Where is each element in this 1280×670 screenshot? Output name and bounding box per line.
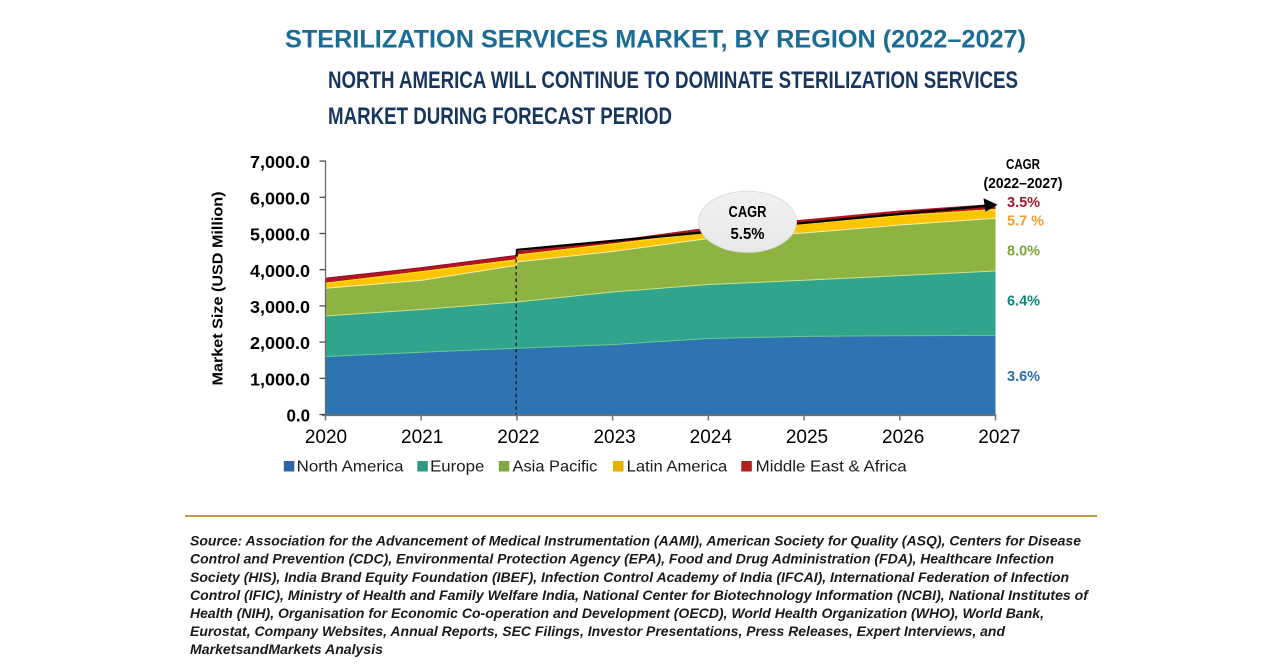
svg-text:7,000.0: 7,000.0 bbox=[250, 152, 310, 172]
svg-text:Control (IFIC), Ministry of He: Control (IFIC), Ministry of Health and F… bbox=[190, 588, 1090, 603]
svg-text:Asia Pacific: Asia Pacific bbox=[513, 459, 598, 476]
svg-text:CAGR: CAGR bbox=[1006, 157, 1040, 173]
svg-text:NORTH AMERICA WILL CONTINUE TO: NORTH AMERICA WILL CONTINUE TO DOMINATE … bbox=[328, 67, 1018, 94]
svg-text:Health (NIH), Organisation for: Health (NIH), Organisation for Economic … bbox=[190, 606, 1044, 621]
svg-text:6,000.0: 6,000.0 bbox=[250, 188, 310, 208]
svg-text:3.6%: 3.6% bbox=[1007, 369, 1040, 385]
svg-text:(2022–2027): (2022–2027) bbox=[984, 176, 1063, 192]
svg-text:Market Size (USD Million): Market Size (USD Million) bbox=[211, 191, 227, 385]
svg-text:Latin America: Latin America bbox=[627, 459, 728, 476]
svg-text:3.5%: 3.5% bbox=[1007, 195, 1040, 211]
svg-text:Eurostat, Company Websites, An: Eurostat, Company Websites, Annual Repor… bbox=[190, 624, 1006, 639]
svg-text:2,000.0: 2,000.0 bbox=[250, 333, 310, 353]
svg-text:Europe: Europe bbox=[430, 459, 484, 476]
svg-text:5.5%: 5.5% bbox=[731, 226, 765, 243]
svg-text:6.4%: 6.4% bbox=[1007, 294, 1040, 310]
svg-text:2023: 2023 bbox=[593, 427, 635, 448]
svg-text:2025: 2025 bbox=[786, 427, 828, 448]
svg-text:4,000.0: 4,000.0 bbox=[250, 261, 310, 281]
svg-text:Society (HIS), India Brand Equ: Society (HIS), India Brand Equity Founda… bbox=[190, 570, 1069, 585]
svg-text:MARKET DURING FORECAST PERIOD: MARKET DURING FORECAST PERIOD bbox=[328, 103, 672, 130]
svg-text:2021: 2021 bbox=[401, 427, 443, 448]
svg-text:2020: 2020 bbox=[305, 427, 347, 448]
svg-text:2026: 2026 bbox=[882, 427, 924, 448]
svg-text:2024: 2024 bbox=[690, 427, 733, 448]
svg-text:0.0: 0.0 bbox=[287, 405, 311, 425]
svg-text:5.7 %: 5.7 % bbox=[1007, 214, 1044, 230]
svg-text:Control and Prevention (CDC),: Control and Prevention (CDC), Environmen… bbox=[190, 552, 1054, 567]
svg-text:1,000.0: 1,000.0 bbox=[250, 369, 310, 389]
svg-text:Middle East & Africa: Middle East & Africa bbox=[756, 459, 907, 476]
svg-text:MarketsandMarkets Analysis: MarketsandMarkets Analysis bbox=[190, 642, 384, 657]
svg-text:CAGR: CAGR bbox=[729, 204, 767, 221]
svg-text:8.0%: 8.0% bbox=[1007, 244, 1040, 260]
svg-text:2027: 2027 bbox=[978, 427, 1020, 448]
svg-text:North America: North America bbox=[297, 459, 404, 476]
svg-text:3,000.0: 3,000.0 bbox=[250, 297, 310, 317]
svg-text:Source: Association for the Ad: Source: Association for the Advancement … bbox=[190, 534, 1082, 549]
svg-text:2022: 2022 bbox=[497, 427, 539, 448]
svg-text:STERILIZATION SERVICES MARKET,: STERILIZATION SERVICES MARKET, BY REGION… bbox=[285, 26, 1026, 54]
svg-text:5,000.0: 5,000.0 bbox=[250, 225, 310, 245]
